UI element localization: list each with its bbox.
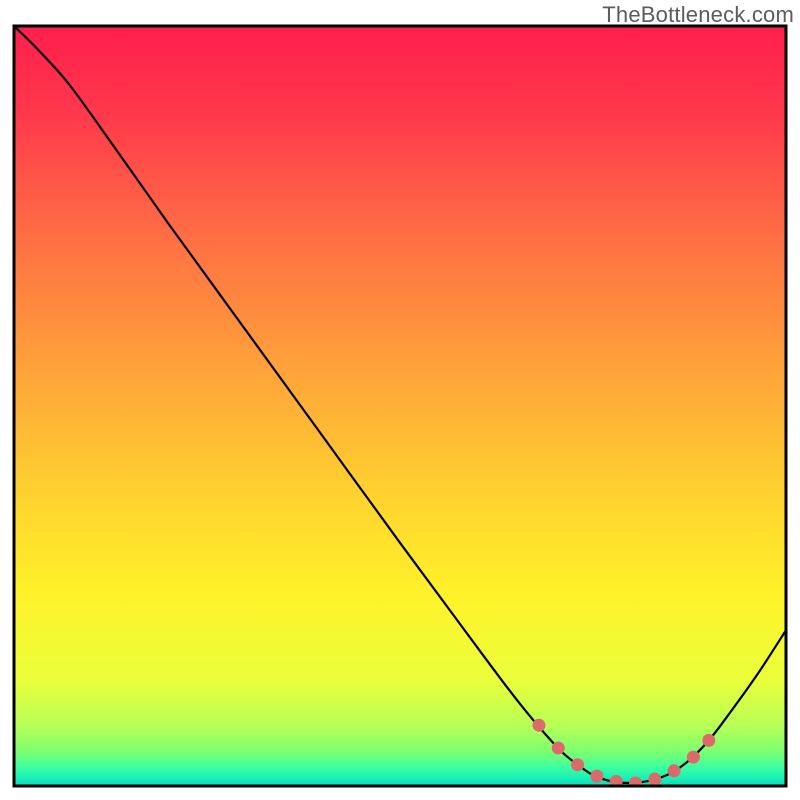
marker-point <box>532 719 545 732</box>
marker-point <box>629 776 642 789</box>
marker-point <box>648 773 661 786</box>
watermark-text: TheBottleneck.com <box>602 2 794 28</box>
marker-point <box>571 758 584 771</box>
marker-point <box>552 742 565 755</box>
bottleneck-chart <box>0 0 800 800</box>
chart-container: TheBottleneck.com <box>0 0 800 800</box>
marker-point <box>668 764 681 777</box>
marker-point <box>702 734 715 747</box>
chart-background <box>14 26 786 786</box>
marker-point <box>687 751 700 764</box>
marker-point <box>590 770 603 783</box>
